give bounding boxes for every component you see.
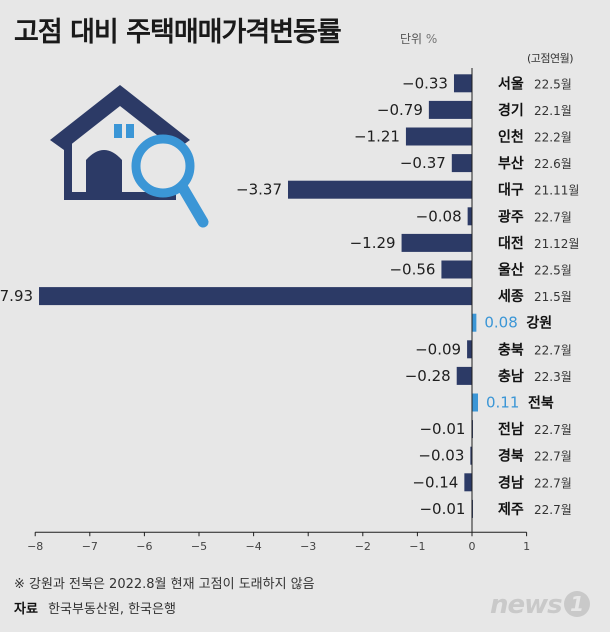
peak-date-label: 22.5월	[534, 264, 572, 278]
peak-date-label: 22.7월	[534, 343, 572, 357]
peak-date-label: 22.7월	[534, 210, 572, 224]
bar-대전	[401, 233, 472, 252]
peak-date-label: 22.7월	[534, 503, 572, 517]
magnifier-icon	[131, 134, 209, 228]
peak-date-label: 22.3월	[534, 370, 572, 384]
x-tick-label: 1	[523, 540, 530, 553]
peak-date-label: 22.5월	[534, 77, 572, 91]
value-label: 0.11	[486, 394, 519, 412]
region-label: 충남	[498, 368, 524, 385]
x-tick-label: −5	[191, 540, 207, 553]
peak-date-label: 22.7월	[534, 450, 572, 464]
value-label: −1.21	[354, 128, 400, 146]
news1-logo: news 1	[490, 590, 590, 620]
bar-강원	[472, 313, 477, 332]
peak-date-label: 22.7월	[534, 476, 572, 490]
value-label: −0.79	[377, 101, 423, 119]
bar-대구	[287, 180, 472, 199]
value-label: −0.37	[400, 154, 446, 172]
region-label: 대전	[498, 235, 524, 252]
bar-충북	[467, 340, 472, 359]
x-tick-label: 0	[469, 540, 476, 553]
logo-text: news	[490, 590, 563, 620]
value-label: 0.08	[484, 314, 517, 332]
region-label: 대구	[498, 183, 524, 199]
x-tick-label: −6	[136, 540, 152, 553]
peak-date-header: (고점연월)	[527, 52, 574, 65]
bar-인천	[405, 127, 472, 146]
region-label: 부산	[498, 155, 524, 172]
house-magnifier-illustration	[50, 85, 209, 228]
footnote: ※ 강원과 전북은 2022.8월 현재 고점이 도래하지 않음	[14, 577, 315, 592]
bar-서울	[453, 74, 472, 93]
region-label: 강원	[526, 315, 552, 332]
value-label: −0.14	[412, 473, 458, 491]
peak-date-label: 21.11월	[534, 184, 579, 198]
value-label: −0.56	[389, 261, 435, 279]
region-label: 전남	[498, 421, 524, 438]
source-note: 자료 한국부동산원, 한국은행	[14, 598, 176, 617]
value-label: −0.01	[419, 420, 465, 438]
x-axis: −8 −7 −6 −5 −4 −3 −2 −1 0 1	[27, 68, 530, 553]
region-label: 광주	[498, 208, 524, 225]
x-tick-label: −1	[409, 540, 425, 553]
region-label: 제주	[498, 502, 524, 518]
unit-symbol: %	[425, 32, 438, 46]
peak-date-label: 21.12월	[534, 237, 579, 251]
x-tick-label: −2	[355, 540, 371, 553]
value-label: −0.33	[402, 74, 448, 92]
peak-date-label: 22.6월	[534, 157, 572, 171]
region-label: 세종	[498, 289, 524, 305]
unit-label-text: 단위	[400, 32, 423, 46]
value-label: −0.08	[416, 207, 462, 225]
logo-mark: 1	[563, 591, 590, 617]
source-text: 한국부동산원, 한국은행	[48, 602, 176, 617]
peak-date-label: 22.1월	[534, 104, 572, 118]
region-label: 경기	[498, 102, 524, 119]
unit-label: 단위 %	[400, 30, 437, 47]
region-label: 울산	[498, 262, 524, 279]
peak-date-label: 22.2월	[534, 131, 572, 145]
bar-경남	[464, 473, 472, 492]
bar-series: −0.33 서울 22.5월 −0.79 경기 22.1월 −1.21 인천 22.2월 −0.3…	[0, 74, 579, 518]
bar-전북	[472, 393, 479, 412]
region-label: 인천	[498, 129, 524, 146]
x-tick-label: −3	[300, 540, 316, 553]
bar-울산	[441, 260, 472, 279]
region-label: 충북	[498, 342, 524, 358]
source-label: 자료	[14, 602, 38, 617]
value-label: −0.28	[405, 367, 451, 385]
x-tick-label: −4	[245, 540, 261, 553]
bar-경기	[428, 100, 472, 119]
region-label: 경북	[498, 448, 524, 465]
bar-충남	[456, 366, 472, 385]
x-tick-label: −8	[27, 540, 43, 553]
bar-광주	[467, 207, 472, 226]
peak-date-label: 21.5월	[534, 290, 572, 304]
x-tick-label: −7	[82, 540, 98, 553]
value-label: −0.01	[419, 500, 465, 518]
value-label: −7.93	[0, 287, 33, 305]
chart-title: 고점 대비 주택매매가격변동률	[14, 17, 342, 48]
region-label: 경남	[498, 474, 524, 491]
region-label: 서울	[498, 75, 524, 92]
value-label: −3.37	[236, 181, 282, 199]
bar-경북	[470, 446, 472, 465]
region-label: 전북	[528, 395, 554, 412]
value-label: −1.29	[350, 234, 396, 252]
peak-date-label: 22.7월	[534, 423, 572, 437]
value-label: −0.03	[418, 447, 464, 465]
bar-부산	[451, 154, 472, 173]
value-label: −0.09	[415, 340, 461, 358]
bar-세종	[39, 287, 472, 306]
